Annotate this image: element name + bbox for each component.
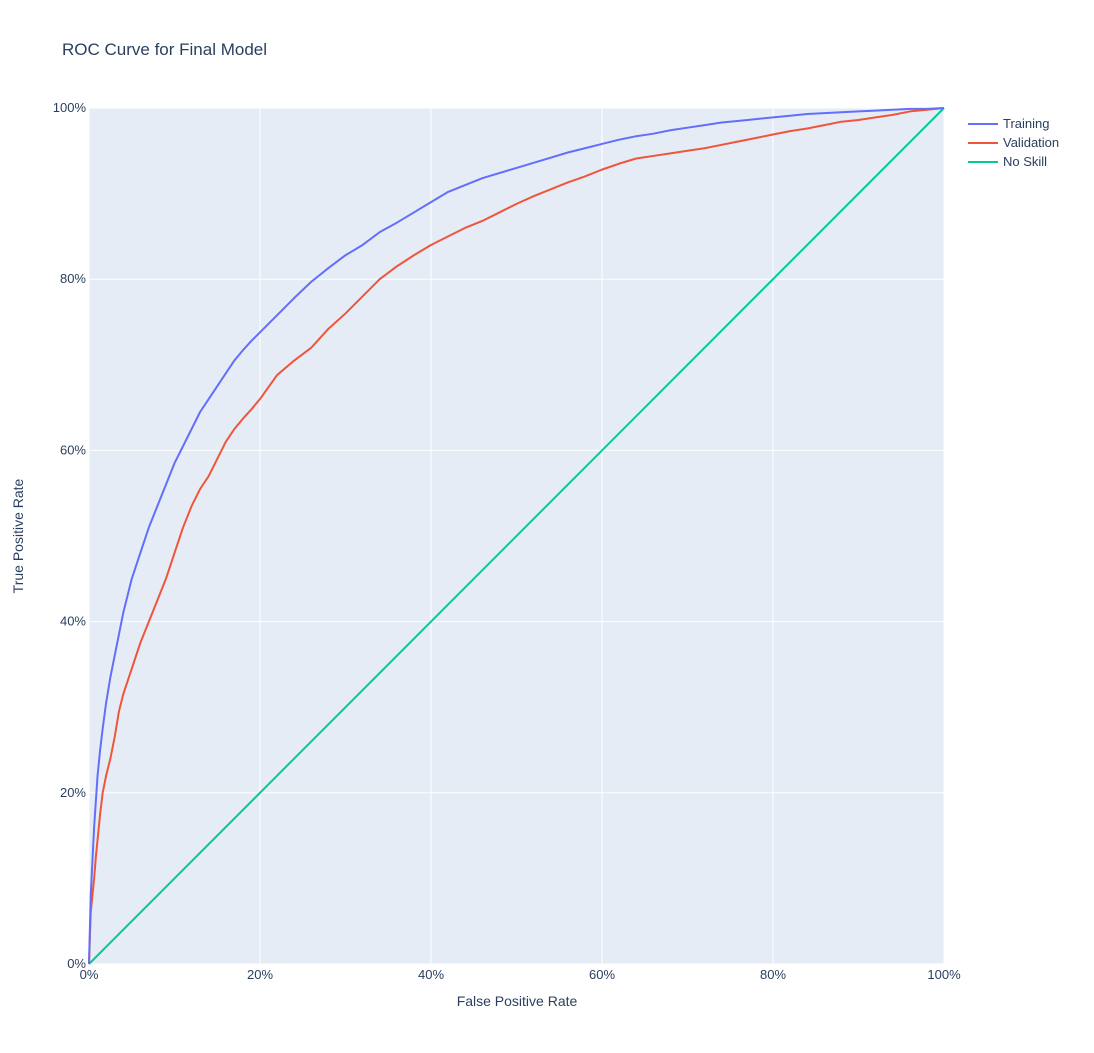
y-tick-label: 80%: [60, 271, 86, 286]
y-axis-title: True Positive Rate: [10, 478, 26, 593]
x-axis-ticks: 0% 20% 40% 60% 80% 100%: [80, 967, 961, 982]
series-line-training: [88, 107, 945, 965]
x-tick-label: 40%: [418, 967, 444, 982]
legend-label: Validation: [1003, 135, 1060, 150]
legend-swatch-validation: [968, 141, 998, 144]
y-tick-label: 20%: [60, 785, 86, 800]
series-layer: [88, 107, 945, 965]
grid-lines: [88, 107, 945, 965]
legend-item-training[interactable]: Training: [968, 114, 1059, 133]
legend-label: Training: [1003, 116, 1050, 131]
x-tick-label: 80%: [760, 967, 786, 982]
legend-item-no-skill[interactable]: No Skill: [968, 152, 1059, 171]
legend-item-validation[interactable]: Validation: [968, 133, 1059, 152]
x-tick-label: 0%: [80, 967, 99, 982]
y-tick-label: 0%: [67, 956, 86, 971]
y-axis-ticks: 0% 20% 40% 60% 80% 100%: [53, 100, 87, 971]
legend-label: No Skill: [1003, 154, 1048, 169]
legend-swatch-training: [968, 122, 998, 125]
legend: Training Validation No Skill: [968, 114, 1059, 171]
x-tick-label: 20%: [247, 967, 273, 982]
legend-swatch-no-skill: [968, 160, 998, 163]
x-tick-label: 100%: [927, 967, 961, 982]
y-tick-label: 100%: [53, 100, 87, 115]
y-tick-label: 40%: [60, 614, 86, 629]
series-line-no-skill: [88, 107, 945, 965]
y-tick-label: 60%: [60, 442, 86, 457]
x-tick-label: 60%: [589, 967, 615, 982]
chart-title: ROC Curve for Final Model: [62, 40, 268, 59]
series-line-validation: [88, 107, 945, 965]
x-axis-title: False Positive Rate: [457, 993, 578, 1009]
